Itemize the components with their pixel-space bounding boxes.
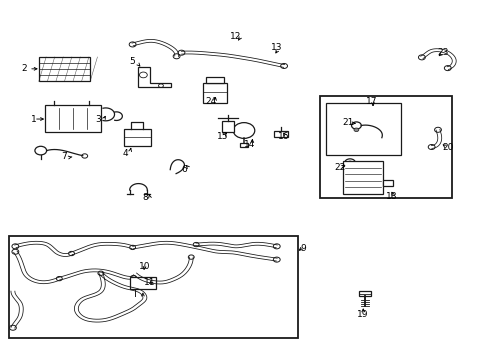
Text: 15: 15	[217, 132, 229, 141]
Bar	[130, 277, 156, 289]
Bar	[9, 235, 298, 338]
Bar	[203, 83, 227, 103]
Circle shape	[354, 128, 359, 132]
Bar	[359, 291, 370, 296]
Text: 24: 24	[205, 96, 217, 105]
Circle shape	[347, 161, 352, 165]
Bar	[383, 180, 392, 186]
Text: 4: 4	[122, 149, 128, 158]
Bar	[326, 103, 401, 155]
Bar	[343, 161, 383, 194]
Text: 3: 3	[96, 114, 101, 123]
Bar	[222, 121, 234, 132]
Text: 22: 22	[335, 163, 346, 172]
Text: 14: 14	[244, 140, 256, 149]
Text: 11: 11	[144, 278, 155, 287]
Text: 21: 21	[342, 118, 353, 127]
Text: 10: 10	[139, 262, 150, 271]
Bar	[124, 129, 151, 146]
Text: 2: 2	[22, 64, 27, 73]
Text: 16: 16	[278, 132, 290, 141]
Text: 13: 13	[271, 43, 283, 52]
Text: 9: 9	[301, 244, 307, 253]
Bar	[45, 105, 101, 132]
Text: 8: 8	[142, 193, 147, 202]
Text: 18: 18	[386, 192, 397, 201]
Text: 17: 17	[367, 96, 378, 105]
Text: 7: 7	[61, 152, 67, 161]
Bar	[274, 131, 288, 137]
Bar	[320, 96, 452, 198]
Bar	[240, 143, 248, 147]
Text: 23: 23	[437, 48, 448, 57]
Text: 6: 6	[181, 165, 187, 174]
Bar	[39, 57, 90, 81]
Text: 19: 19	[357, 310, 368, 319]
Text: 1: 1	[31, 114, 37, 123]
Bar	[206, 77, 224, 83]
Text: 5: 5	[130, 57, 136, 66]
Text: 12: 12	[229, 32, 241, 41]
Text: 20: 20	[442, 143, 453, 152]
